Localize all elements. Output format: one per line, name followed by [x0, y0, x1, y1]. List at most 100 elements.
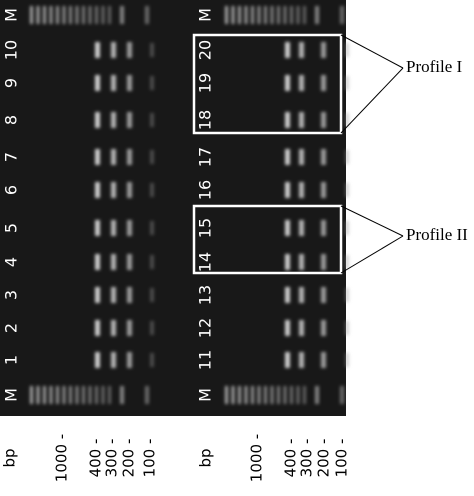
- size-tick-label: 1000 -: [53, 434, 71, 482]
- ladder-band: [257, 386, 261, 404]
- band: [285, 287, 290, 303]
- band: [345, 321, 349, 335]
- band: [111, 42, 116, 58]
- profile-i-box: [192, 33, 343, 135]
- ladder-band: [82, 6, 85, 24]
- band: [321, 320, 326, 336]
- band: [345, 150, 349, 164]
- band: [299, 75, 304, 91]
- ladder-band: [270, 386, 274, 404]
- band: [150, 150, 154, 164]
- ladder-band: [49, 6, 53, 24]
- ladder-band: [88, 386, 92, 404]
- lane-label: 13: [196, 285, 215, 305]
- ladder-band: [315, 6, 319, 24]
- lane-label: 9: [2, 78, 21, 88]
- band: [127, 182, 132, 198]
- band: [299, 320, 304, 336]
- ladder-band: [30, 386, 33, 404]
- ladder-band: [231, 386, 235, 404]
- lane-label: 2: [2, 323, 21, 333]
- band: [111, 254, 116, 270]
- ladder-band: [303, 6, 306, 24]
- ladder-band: [296, 6, 300, 24]
- band: [111, 352, 116, 368]
- band: [345, 288, 349, 302]
- size-tick-label: 100 -: [141, 439, 159, 478]
- size-tick-label: 400 -: [282, 439, 300, 478]
- ladder-band: [36, 6, 40, 24]
- profile-ii-box: [192, 204, 343, 275]
- band: [299, 112, 304, 128]
- size-tick-label: 300 -: [298, 439, 316, 478]
- size-unit: bp: [1, 448, 19, 467]
- ladder-band: [82, 386, 85, 404]
- band: [150, 288, 154, 302]
- ladder-band: [62, 6, 66, 24]
- ladder-band: [95, 386, 98, 404]
- lane-label: 15: [196, 218, 215, 238]
- band: [285, 320, 290, 336]
- band: [95, 182, 100, 198]
- ladder-band: [340, 6, 344, 24]
- band: [150, 255, 154, 269]
- band: [111, 320, 116, 336]
- ladder-band: [69, 6, 72, 24]
- annotation-line: [340, 205, 404, 237]
- band: [299, 254, 304, 270]
- lane-label: 18: [196, 110, 215, 130]
- ladder-band: [88, 6, 92, 24]
- band: [127, 149, 132, 165]
- band: [285, 182, 290, 198]
- ladder-band: [36, 386, 40, 404]
- lane-label: 8: [2, 115, 21, 125]
- ladder-band: [120, 386, 124, 404]
- band: [321, 220, 326, 236]
- band: [127, 320, 132, 336]
- ladder-band: [43, 6, 46, 24]
- annotation-line: [340, 34, 404, 69]
- band: [150, 76, 154, 90]
- ladder-band: [145, 6, 149, 24]
- band: [111, 112, 116, 128]
- ladder-band: [108, 6, 111, 24]
- band: [150, 353, 154, 367]
- band: [345, 183, 349, 197]
- lane-label: 19: [196, 73, 215, 93]
- band: [127, 287, 132, 303]
- ladder-band: [251, 386, 254, 404]
- ladder-band: [75, 6, 79, 24]
- ladder-band: [69, 386, 72, 404]
- ladder-band: [225, 6, 228, 24]
- band: [285, 149, 290, 165]
- lane-label: M: [2, 388, 21, 402]
- lane-label: 14: [196, 252, 215, 272]
- lane-label: 10: [2, 40, 21, 60]
- lane-label: 11: [196, 350, 215, 370]
- band: [321, 112, 326, 128]
- band: [95, 220, 100, 236]
- band: [95, 352, 100, 368]
- band: [345, 221, 349, 235]
- ladder-band: [95, 6, 98, 24]
- ladder-band: [277, 6, 280, 24]
- band: [127, 254, 132, 270]
- size-unit: bp: [197, 448, 215, 467]
- ladder-band: [270, 6, 274, 24]
- band: [127, 75, 132, 91]
- ladder-band: [277, 386, 280, 404]
- band: [299, 42, 304, 58]
- band: [345, 255, 349, 269]
- band: [127, 42, 132, 58]
- lane-label: M: [196, 8, 215, 22]
- lane-label: 1: [2, 355, 21, 365]
- ladder-band: [75, 386, 79, 404]
- band: [150, 43, 154, 57]
- lane-label: 3: [2, 290, 21, 300]
- band: [95, 112, 100, 128]
- ladder-band: [62, 386, 66, 404]
- ladder-band: [49, 386, 53, 404]
- band: [150, 113, 154, 127]
- ladder-band: [290, 6, 293, 24]
- band: [345, 76, 349, 90]
